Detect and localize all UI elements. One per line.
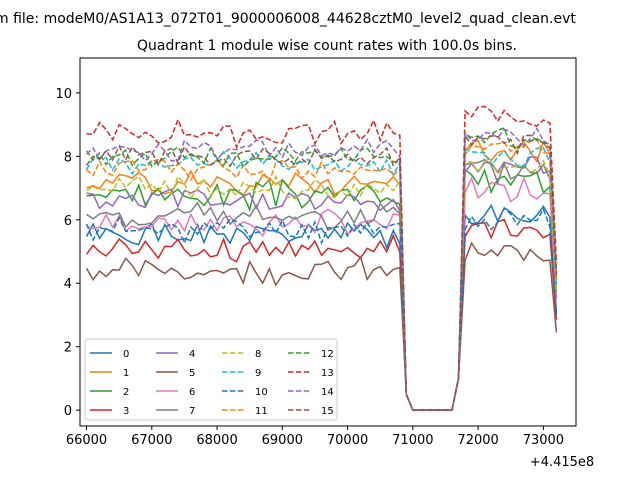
legend-label-11: 11 (255, 406, 268, 417)
series-line-0 (85, 203, 558, 411)
legend-label-13: 13 (321, 368, 334, 379)
series-line-2 (86, 168, 558, 411)
series-line-12 (85, 127, 558, 411)
legend-label-12: 12 (321, 349, 334, 360)
legend-label-9: 9 (255, 368, 261, 379)
series-line-13 (86, 105, 558, 411)
axes-title: Quadrant 1 module wise count rates with … (137, 38, 517, 54)
y-tick-label: 10 (55, 87, 72, 102)
x-tick-label: 70000 (327, 433, 368, 448)
x-tick-label: 69000 (262, 433, 303, 448)
x-tick-label: 72000 (457, 433, 498, 448)
legend-label-7: 7 (189, 406, 195, 417)
legend-frame (84, 338, 338, 421)
series-line-10 (85, 206, 558, 411)
legend-label-4: 4 (189, 349, 195, 360)
x-tick-label: 68000 (196, 433, 237, 448)
axes-frame (79, 57, 577, 427)
series-line-3 (85, 218, 558, 411)
legend-label-1: 1 (123, 368, 129, 379)
x-tick-label: 71000 (392, 433, 433, 448)
legend-label-3: 3 (123, 406, 129, 417)
series-line-1 (86, 139, 558, 411)
legend-label-8: 8 (255, 349, 261, 360)
legend-label-10: 10 (255, 387, 268, 398)
legend-label-0: 0 (123, 349, 129, 360)
legend-label-6: 6 (189, 387, 195, 398)
series-line-4 (86, 156, 558, 411)
series-line-15 (85, 133, 558, 411)
y-tick-label: 6 (64, 214, 72, 229)
series-line-5 (85, 241, 558, 411)
series-line-7 (86, 158, 558, 411)
series-line-11 (86, 138, 558, 411)
y-tick-label: 2 (64, 341, 72, 356)
series-line-6 (86, 175, 558, 411)
legend-label-15: 15 (321, 406, 334, 417)
plot-area (85, 105, 558, 411)
x-tick-label: 73000 (523, 433, 564, 448)
y-tick-label: 0 (64, 404, 72, 419)
x-offset-text: +4.415e8 (530, 455, 594, 470)
x-tick-label: 67000 (131, 433, 172, 448)
suptitle: Light curve from file: modeM0/AS1A13_072… (0, 11, 576, 27)
series-line-8 (86, 159, 558, 411)
x-tick-label: 66000 (66, 433, 107, 448)
legend-label-14: 14 (321, 387, 334, 398)
legend-label-5: 5 (189, 368, 195, 379)
series-line-9 (85, 147, 558, 411)
legend-label-2: 2 (123, 387, 129, 398)
y-tick-label: 8 (64, 150, 72, 165)
y-tick-label: 4 (64, 277, 72, 292)
